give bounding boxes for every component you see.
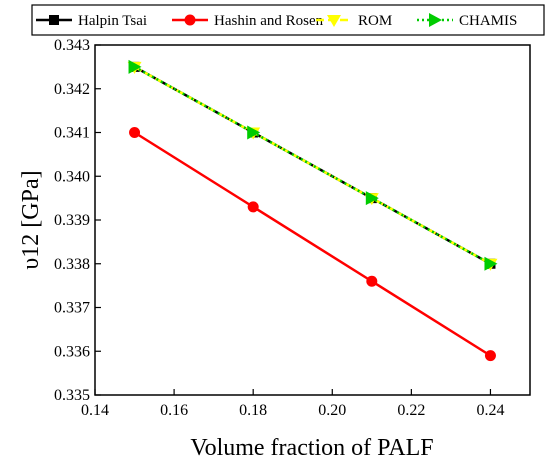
plot-frame bbox=[94, 44, 531, 396]
data-point bbox=[366, 275, 378, 287]
x-tick-label: 0.16 bbox=[160, 402, 188, 419]
y-axis-title: υ12 [GPa] bbox=[18, 170, 44, 269]
legend-label: CHAMIS bbox=[459, 13, 517, 29]
x-tick-label: 0.22 bbox=[397, 402, 425, 419]
data-point bbox=[128, 59, 142, 74]
legend: Halpin Tsai Hashin and Rosen ROM CHAMIS bbox=[31, 4, 545, 36]
y-tick-label: 0.335 bbox=[54, 387, 90, 404]
legend-marker bbox=[429, 13, 442, 27]
y-tick-label: 0.343 bbox=[54, 37, 90, 54]
x-tick-label: 0.24 bbox=[476, 402, 504, 419]
data-point bbox=[484, 350, 496, 362]
series-line bbox=[133, 65, 492, 265]
series-line bbox=[133, 131, 492, 357]
data-point bbox=[365, 191, 379, 206]
y-tick-label: 0.341 bbox=[54, 125, 90, 142]
x-axis-title: Volume fraction of PALF bbox=[190, 435, 433, 461]
y-tick-label: 0.337 bbox=[54, 300, 90, 317]
y-tick-label: 0.340 bbox=[54, 168, 90, 185]
series-halpin-tsai bbox=[129, 61, 496, 269]
legend-marker bbox=[184, 14, 196, 26]
x-tick-label: 0.14 bbox=[81, 402, 109, 419]
series-hashin-and-rosen bbox=[129, 127, 496, 362]
x-tick-label: 0.20 bbox=[318, 402, 346, 419]
x-axis: 0.14 0.16 0.18 0.20 0.22 0.24 bbox=[81, 389, 504, 419]
y-tick-label: 0.338 bbox=[54, 256, 90, 273]
y-tick-label: 0.336 bbox=[54, 343, 90, 360]
plot-layer bbox=[127, 59, 498, 362]
series-chamis bbox=[128, 59, 498, 271]
legend-label: ROM bbox=[358, 13, 392, 29]
y-axis: 0.335 0.336 0.337 0.338 0.339 0.340 0.341 0.342… bbox=[54, 37, 101, 404]
data-point bbox=[247, 201, 259, 213]
data-point bbox=[129, 127, 141, 138]
data-point bbox=[484, 256, 498, 271]
legend-box bbox=[31, 4, 545, 36]
x-tick-label: 0.18 bbox=[239, 402, 267, 419]
legend-marker bbox=[327, 15, 341, 27]
legend-label: Halpin Tsai bbox=[78, 13, 147, 29]
y-tick-label: 0.342 bbox=[54, 81, 90, 98]
legend-label: Hashin and Rosen bbox=[214, 13, 324, 29]
data-point bbox=[247, 125, 261, 140]
y-tick-label: 0.339 bbox=[54, 212, 90, 229]
legend-marker bbox=[49, 15, 59, 25]
